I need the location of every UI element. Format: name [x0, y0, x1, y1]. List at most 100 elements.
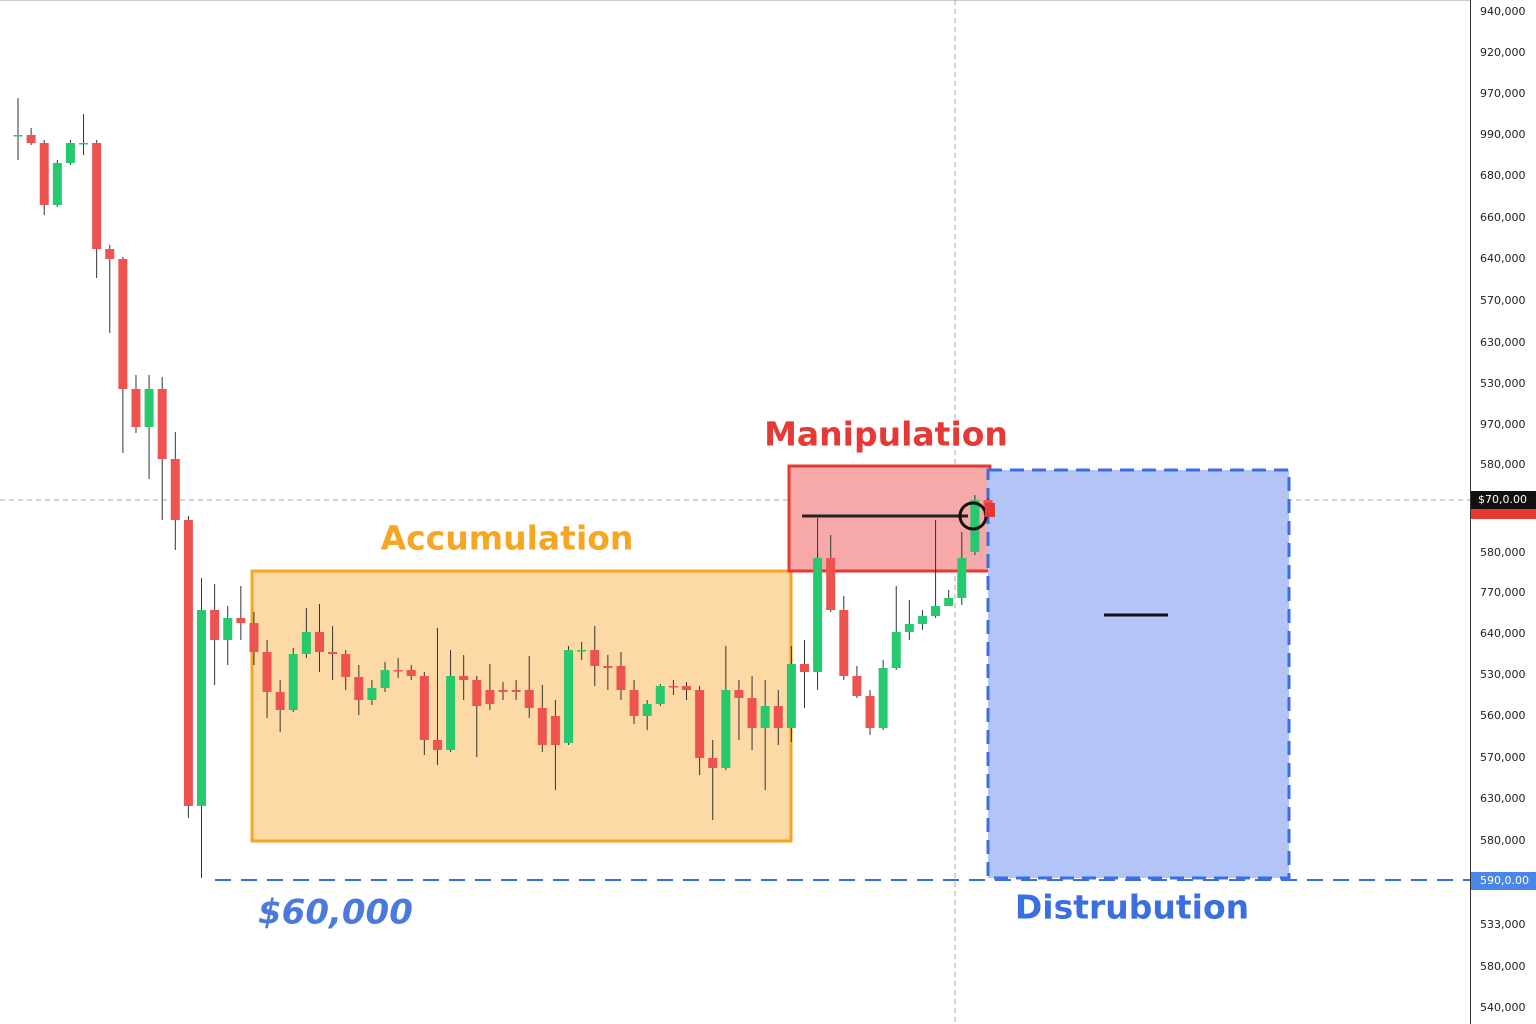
candle-body	[865, 696, 875, 728]
axis-label: 680,000	[1480, 169, 1526, 182]
candle-body	[813, 558, 823, 672]
price-axis: 940,000 920,000 970,000 990,000 680,000 660,0…	[1471, 5, 1536, 1014]
candle-body	[668, 686, 678, 688]
candle-body	[13, 135, 23, 137]
axis-label: 640,000	[1480, 252, 1526, 265]
support-tag: 590,0.00	[1480, 874, 1529, 887]
candle-body	[367, 688, 377, 700]
candle-body	[380, 670, 390, 688]
candle-body	[957, 558, 967, 598]
axis-label: 660,000	[1480, 211, 1526, 224]
candle-body	[39, 143, 49, 205]
candle-body	[328, 652, 338, 654]
zone-label: Accumulation	[381, 519, 634, 558]
axis-label: 630,000	[1480, 336, 1526, 349]
support-tag-bg	[1471, 872, 1536, 890]
candle-body	[446, 676, 456, 750]
candle-body	[655, 686, 665, 704]
last-candle-marker	[985, 503, 995, 517]
zone-label: Manipulation	[764, 415, 1008, 454]
candle-body	[760, 706, 770, 728]
candle-body	[931, 606, 941, 616]
candle-body	[393, 670, 403, 672]
candle-body	[721, 690, 731, 768]
zone-box	[787, 464, 992, 573]
axis-label: 540,000	[1480, 1001, 1526, 1014]
candle-body	[603, 666, 613, 668]
overlay	[802, 501, 1168, 617]
candle-body	[262, 652, 272, 692]
axis-label: 630,000	[1480, 792, 1526, 805]
candle-body	[419, 676, 429, 740]
axis-label: 990,000	[1480, 128, 1526, 141]
candle-body	[170, 459, 180, 520]
candle-body	[144, 389, 154, 427]
candle-body	[406, 670, 416, 676]
candle-body	[682, 686, 692, 690]
candle-body	[249, 623, 259, 652]
candle-body	[629, 690, 639, 716]
candle-body	[852, 676, 862, 696]
candle-body	[432, 740, 442, 750]
axis-label: 580,000	[1480, 546, 1526, 559]
axis-label: 640,000	[1480, 627, 1526, 640]
candle-body	[511, 690, 521, 692]
candle-body	[92, 143, 102, 249]
candle-body	[695, 690, 705, 758]
candle-body	[537, 708, 547, 745]
axis-label: 970,000	[1480, 418, 1526, 431]
candle-body	[183, 520, 193, 806]
candle-body	[550, 716, 560, 745]
support-label: $60,000	[258, 893, 413, 933]
candle-body	[341, 654, 351, 677]
candle-body	[485, 690, 495, 704]
candle-body	[472, 680, 482, 706]
candle-body	[157, 389, 167, 459]
candle-body	[210, 610, 220, 640]
price-tag: $70,0.00	[1478, 493, 1527, 506]
candle-body	[26, 135, 36, 143]
candle-body	[577, 650, 587, 652]
candle-body	[459, 676, 469, 680]
candle-body	[236, 618, 246, 623]
axis-label: 940,000	[1480, 5, 1526, 18]
candle-body	[773, 706, 783, 728]
candle-body	[590, 650, 600, 666]
candle-body	[642, 704, 652, 716]
axis-label: 580,000	[1480, 458, 1526, 471]
candle-body	[79, 143, 89, 145]
candle-body	[616, 666, 626, 690]
candle-body	[944, 598, 954, 606]
candle-body	[904, 624, 914, 632]
zone-box	[250, 569, 793, 843]
candle-body	[288, 654, 298, 710]
axis-label: 530,000	[1480, 668, 1526, 681]
candle-body	[275, 692, 285, 710]
candle-body	[747, 698, 757, 728]
candle-body	[839, 610, 849, 676]
candle-body	[105, 249, 115, 259]
axis-label: 920,000	[1480, 46, 1526, 59]
axis-label: 560,000	[1480, 709, 1526, 722]
axis-label: 770,000	[1480, 586, 1526, 599]
candle-body	[354, 677, 364, 700]
zone-box	[986, 468, 1291, 880]
candle-body	[970, 500, 980, 552]
candle-body	[891, 632, 901, 668]
candle-body	[826, 558, 836, 610]
axis-label: 533,000	[1480, 918, 1526, 931]
axis-label: 570,000	[1480, 751, 1526, 764]
candle-body	[917, 616, 927, 624]
candle-body	[65, 143, 75, 163]
candle-body	[786, 664, 796, 728]
axis-label: 530,000	[1480, 377, 1526, 390]
candle-body	[118, 259, 128, 389]
zone-label: Distrubution	[1015, 888, 1249, 927]
candle-body	[314, 632, 324, 652]
price-tag-bg	[1471, 491, 1536, 509]
axis-label: 580,000	[1480, 834, 1526, 847]
axis-label: 970,000	[1480, 87, 1526, 100]
candle-body	[52, 163, 62, 205]
